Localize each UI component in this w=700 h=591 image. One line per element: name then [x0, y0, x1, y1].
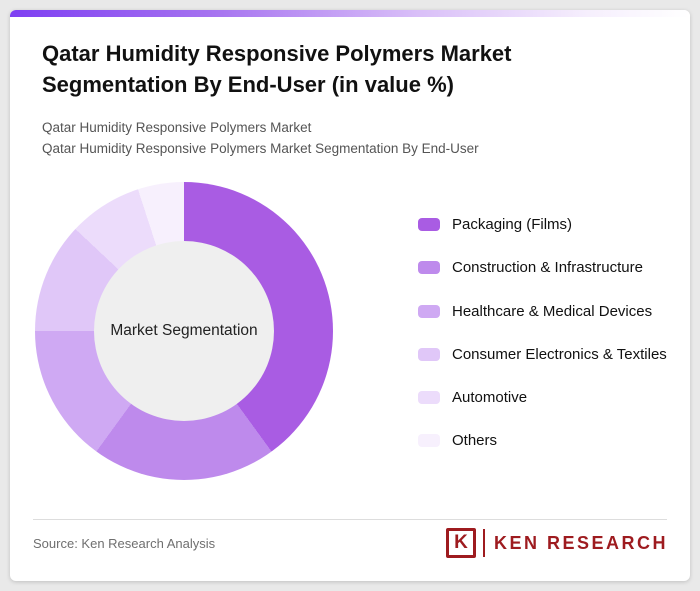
- source-text: Source: Ken Research Analysis: [33, 536, 216, 551]
- legend-item: Others: [418, 431, 670, 451]
- logo-k-icon: K: [445, 528, 476, 558]
- legend-swatch: [418, 434, 440, 448]
- infographic-card: Qatar Humidity Responsive Polymers Marke…: [10, 10, 690, 581]
- legend-swatch: [418, 218, 440, 231]
- legend-item: Construction & Infrastructure: [418, 258, 670, 278]
- subtitle-line-1: Qatar Humidity Responsive Polymers Marke…: [42, 119, 312, 135]
- legend-label: Consumer Electronics & Textiles: [452, 345, 667, 363]
- legend-label: Others: [452, 432, 498, 450]
- legend-swatch: [418, 261, 440, 275]
- legend-label: Healthcare & Medical Devices: [452, 302, 653, 320]
- logo-text: KEN RESEARCH: [493, 532, 668, 553]
- legend-item: Consumer Electronics & Textiles: [418, 345, 670, 365]
- legend-item: Automotive: [418, 388, 670, 408]
- donut-chart: Market Segmentation: [35, 182, 333, 480]
- legend-label: Packaging (Films): [452, 216, 573, 233]
- ken-research-logo: K KEN RESEARCH: [445, 528, 668, 558]
- donut-center-label: Market Segmentation: [110, 322, 258, 339]
- logo-separator: [482, 529, 485, 557]
- legend-swatch: [418, 304, 440, 318]
- legend-label: Automotive: [452, 389, 528, 406]
- chart-legend: Packaging (Films) Construction & Infrast…: [418, 215, 670, 475]
- footer-divider: [33, 519, 667, 520]
- page-title: Qatar Humidity Responsive Polymers Marke…: [42, 41, 512, 97]
- subtitle-line-2: Qatar Humidity Responsive Polymers Marke…: [42, 141, 479, 157]
- legend-item: Packaging (Films): [418, 215, 670, 235]
- legend-swatch: [418, 391, 440, 404]
- legend-swatch: [418, 347, 440, 361]
- donut-center: Market Segmentation: [94, 241, 274, 421]
- top-accent-bar: [10, 10, 690, 17]
- legend-label: Construction & Infrastructure: [452, 259, 643, 277]
- legend-item: Healthcare & Medical Devices: [418, 302, 670, 322]
- subtitle-block: Qatar Humidity Responsive Polymers Marke…: [42, 117, 658, 160]
